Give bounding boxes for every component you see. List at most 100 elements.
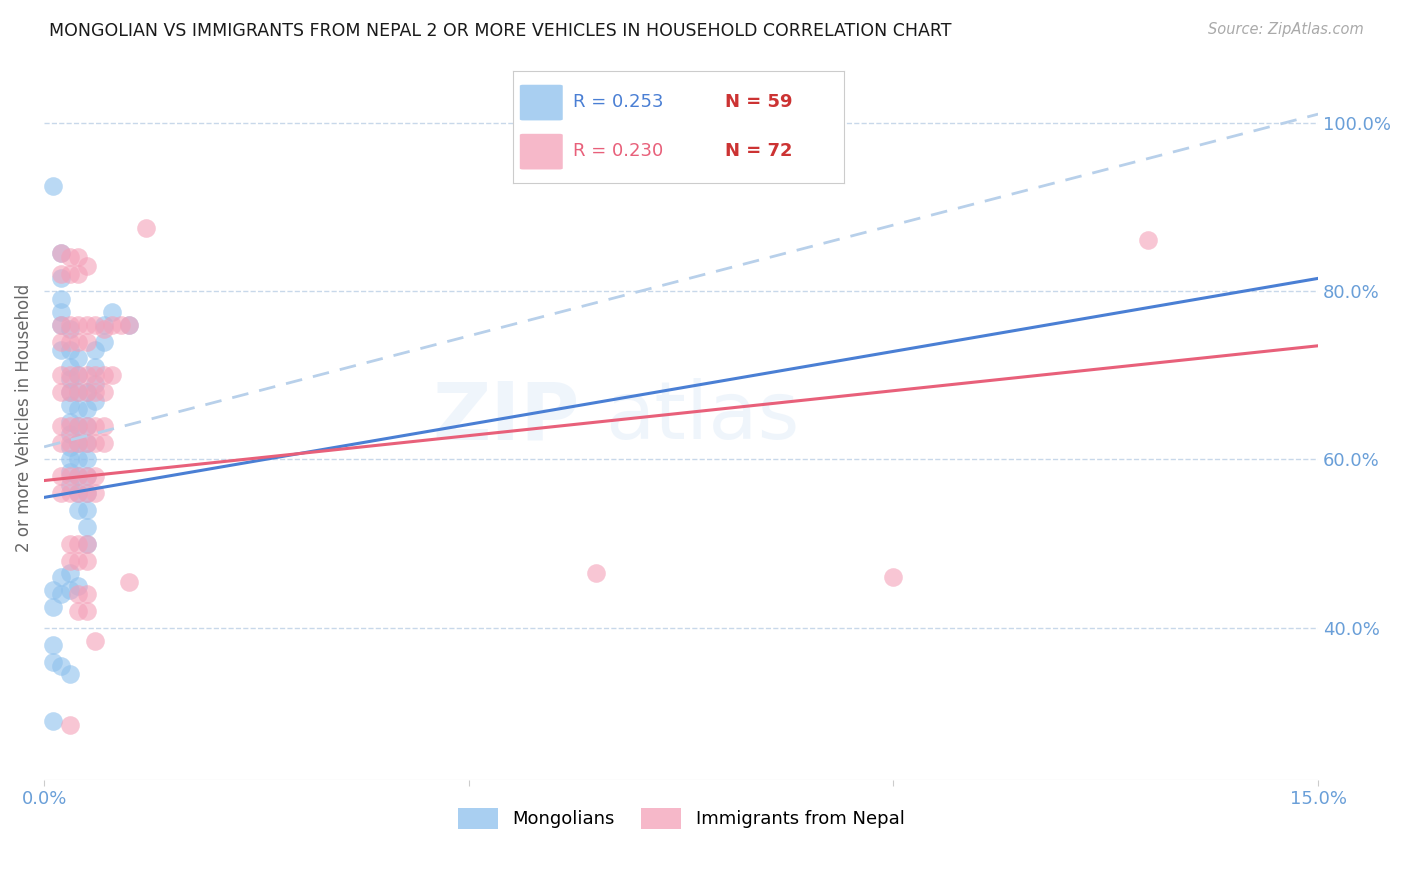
Point (58, 385, 80, 400)
Point (67, 418, 90, 433)
Point (67, 537, 90, 551)
Point (67, 452, 90, 467)
Point (58, 553, 80, 567)
Point (58, 435, 80, 450)
Point (76, 469, 98, 483)
Point (76, 418, 98, 433)
Text: Source: ZipAtlas.com: Source: ZipAtlas.com (1208, 22, 1364, 37)
Point (58, 452, 80, 467)
Point (67, 401, 90, 416)
Point (76, 486, 98, 500)
Point (84, 318, 107, 332)
Point (76, 486, 98, 500)
Point (58, 250, 80, 264)
Point (58, 440, 80, 454)
Point (101, 368, 124, 383)
FancyBboxPatch shape (520, 134, 562, 169)
Point (84, 486, 107, 500)
Point (58, 398, 80, 412)
Point (49, 246, 72, 260)
Point (58, 566, 80, 581)
Text: R = 0.253: R = 0.253 (572, 93, 664, 111)
Point (101, 305, 124, 319)
Point (41, 178, 63, 193)
Point (49, 246, 72, 260)
Point (49, 318, 72, 332)
Point (49, 293, 72, 307)
Point (67, 587, 90, 601)
Point (67, 553, 90, 567)
Point (76, 537, 98, 551)
Point (49, 570, 72, 584)
Text: atlas: atlas (605, 378, 799, 457)
Point (49, 385, 72, 400)
Point (58, 718, 80, 732)
Point (110, 318, 132, 332)
Point (84, 393, 107, 408)
Point (58, 486, 80, 500)
Point (67, 469, 90, 483)
Point (58, 343, 80, 357)
Text: ZIP: ZIP (432, 378, 579, 457)
Point (76, 318, 98, 332)
Point (76, 452, 98, 467)
Point (93, 322, 115, 336)
Point (49, 271, 72, 285)
Point (93, 334, 115, 349)
Point (49, 587, 72, 601)
Point (118, 318, 141, 332)
Point (84, 418, 107, 433)
Point (58, 322, 80, 336)
Point (67, 469, 90, 483)
Point (84, 368, 107, 383)
Point (93, 385, 115, 400)
Point (58, 318, 80, 332)
Point (58, 583, 80, 598)
Point (76, 401, 98, 416)
Legend: Mongolians, Immigrants from Nepal: Mongolians, Immigrants from Nepal (450, 800, 911, 836)
Point (118, 318, 141, 332)
Point (58, 465, 80, 479)
Point (67, 486, 90, 500)
Point (49, 318, 72, 332)
Point (84, 343, 107, 357)
Point (93, 318, 115, 332)
Point (76, 418, 98, 433)
Point (93, 418, 115, 433)
Text: N = 59: N = 59 (724, 93, 792, 111)
Point (76, 385, 98, 400)
Point (93, 368, 115, 383)
Point (58, 418, 80, 433)
Point (118, 574, 141, 589)
Point (49, 305, 72, 319)
Point (84, 376, 107, 391)
Point (41, 655, 63, 669)
Point (58, 334, 80, 349)
Point (585, 566, 607, 581)
Point (76, 537, 98, 551)
Text: N = 72: N = 72 (724, 142, 792, 160)
Point (58, 415, 80, 429)
Point (76, 259, 98, 273)
Text: MONGOLIAN VS IMMIGRANTS FROM NEPAL 2 OR MORE VEHICLES IN HOUSEHOLD CORRELATION C: MONGOLIAN VS IMMIGRANTS FROM NEPAL 2 OR … (49, 22, 952, 40)
Point (76, 368, 98, 383)
Point (84, 359, 107, 374)
Point (76, 553, 98, 567)
Point (67, 334, 90, 349)
Point (76, 587, 98, 601)
Point (101, 318, 124, 332)
Point (58, 427, 80, 442)
Point (49, 435, 72, 450)
Point (49, 469, 72, 483)
Point (49, 659, 72, 673)
Point (58, 372, 80, 386)
Point (58, 477, 80, 491)
Point (67, 385, 90, 400)
Point (135, 220, 157, 235)
Point (67, 318, 90, 332)
Point (67, 385, 90, 400)
Point (76, 604, 98, 618)
Point (67, 486, 90, 500)
Point (67, 435, 90, 450)
Point (67, 435, 90, 450)
